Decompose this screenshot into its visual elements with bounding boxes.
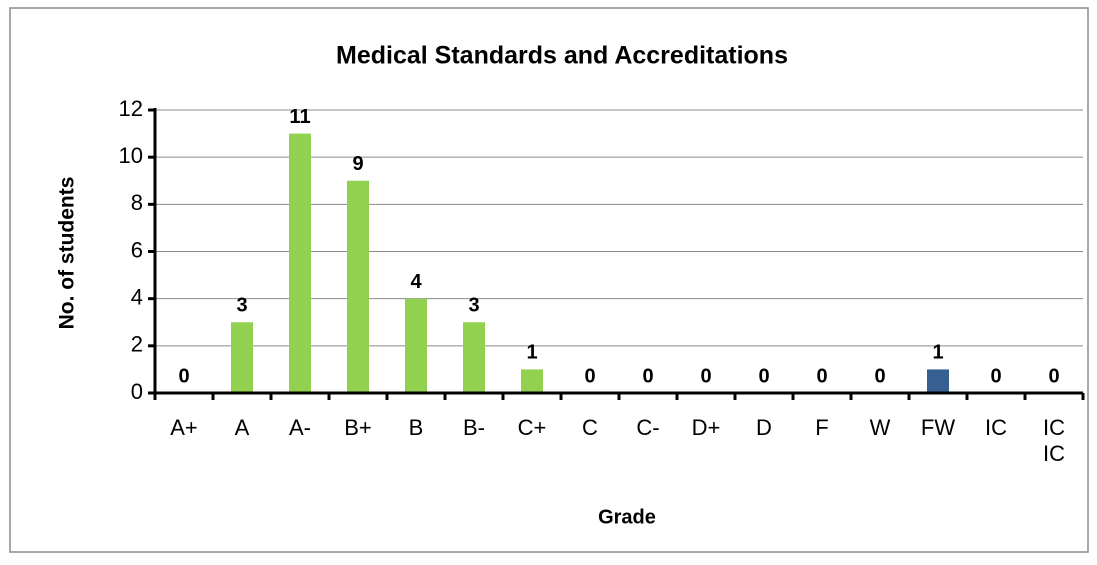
x-tick-label-box: D [756, 415, 772, 440]
y-axis-label: No. of students [56, 177, 79, 330]
y-tick-label: 6 [131, 237, 143, 262]
data-label: 3 [236, 295, 247, 317]
bar [289, 133, 311, 394]
bar [347, 180, 369, 393]
x-tick-label: A+ [170, 415, 198, 440]
data-label: 0 [816, 365, 827, 387]
y-tick-label: 0 [131, 379, 143, 404]
x-tick-label-box: C+ [517, 415, 547, 440]
x-tick-label-box: B+ [344, 415, 372, 440]
x-tick-label-box: F [815, 415, 829, 440]
x-tick-label-box: B [408, 415, 424, 440]
bar [521, 369, 543, 393]
x-tick-label-box: W [869, 415, 891, 440]
x-tick-label: C+ [517, 415, 547, 440]
y-tick-label: 12 [119, 96, 143, 121]
x-tick-label-box: A- [289, 415, 311, 440]
bar [231, 322, 253, 393]
data-label: 0 [874, 365, 885, 387]
x-tick-label-box: IC [985, 415, 1007, 440]
x-tick-label-box: C- [636, 415, 660, 440]
data-label: 4 [410, 271, 422, 293]
x-tick-label-box: IC IC [1043, 415, 1065, 466]
data-label: 1 [932, 342, 943, 364]
x-tick-label: D [756, 415, 772, 440]
y-tick-label: 2 [131, 332, 143, 357]
x-axis-label: Grade [598, 506, 656, 528]
y-tick-label: 8 [131, 190, 143, 215]
chart-frame [9, 7, 1089, 553]
x-tick-label-box: A+ [170, 415, 198, 440]
x-tick-label: IC [985, 415, 1007, 440]
x-tick-label: A [234, 415, 250, 440]
x-tick-label: IC IC [1043, 415, 1065, 466]
data-label: 3 [468, 295, 479, 317]
x-tick-label: F [815, 415, 829, 440]
data-label: 0 [642, 365, 653, 387]
x-tick-label-box: A [234, 415, 250, 440]
y-tick-label: 4 [131, 284, 143, 309]
x-tick-label: FW [920, 415, 956, 440]
bar [927, 369, 949, 393]
x-tick-label: C [582, 415, 598, 440]
x-tick-label-box: C [582, 415, 598, 440]
data-label: 0 [1048, 365, 1059, 387]
x-tick-label: B [408, 415, 424, 440]
data-label: 0 [990, 365, 1001, 387]
chart-title: Medical Standards and Accreditations [336, 42, 788, 70]
x-tick-label-box: D+ [691, 415, 721, 440]
y-tick-label: 10 [119, 143, 143, 168]
x-tick-label: D+ [691, 415, 721, 440]
bar [405, 298, 427, 393]
x-tick-label-box: B- [463, 415, 485, 440]
x-tick-label: B- [463, 415, 485, 440]
x-tick-label-box: FW [920, 415, 956, 440]
x-tick-label: A- [289, 415, 311, 440]
data-label: 0 [758, 365, 769, 387]
x-tick-label: W [869, 415, 891, 440]
data-label: 11 [289, 106, 310, 128]
data-label: 0 [584, 365, 595, 387]
x-tick-label: B+ [344, 415, 372, 440]
x-tick-label: C- [636, 415, 660, 440]
data-label: 0 [700, 365, 711, 387]
data-label: 9 [352, 153, 363, 175]
data-label: 1 [526, 342, 537, 364]
data-label: 0 [178, 365, 189, 387]
bar [463, 322, 485, 393]
